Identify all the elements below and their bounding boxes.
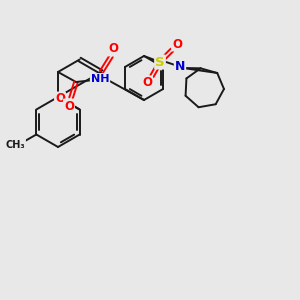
Text: O: O (108, 43, 118, 56)
Text: O: O (172, 38, 182, 50)
Text: O: O (55, 92, 65, 106)
Text: S: S (155, 56, 165, 68)
Text: NH: NH (91, 74, 109, 84)
Text: O: O (64, 100, 74, 112)
Text: N: N (175, 59, 185, 73)
Text: CH₃: CH₃ (5, 140, 25, 149)
Text: O: O (142, 76, 152, 89)
